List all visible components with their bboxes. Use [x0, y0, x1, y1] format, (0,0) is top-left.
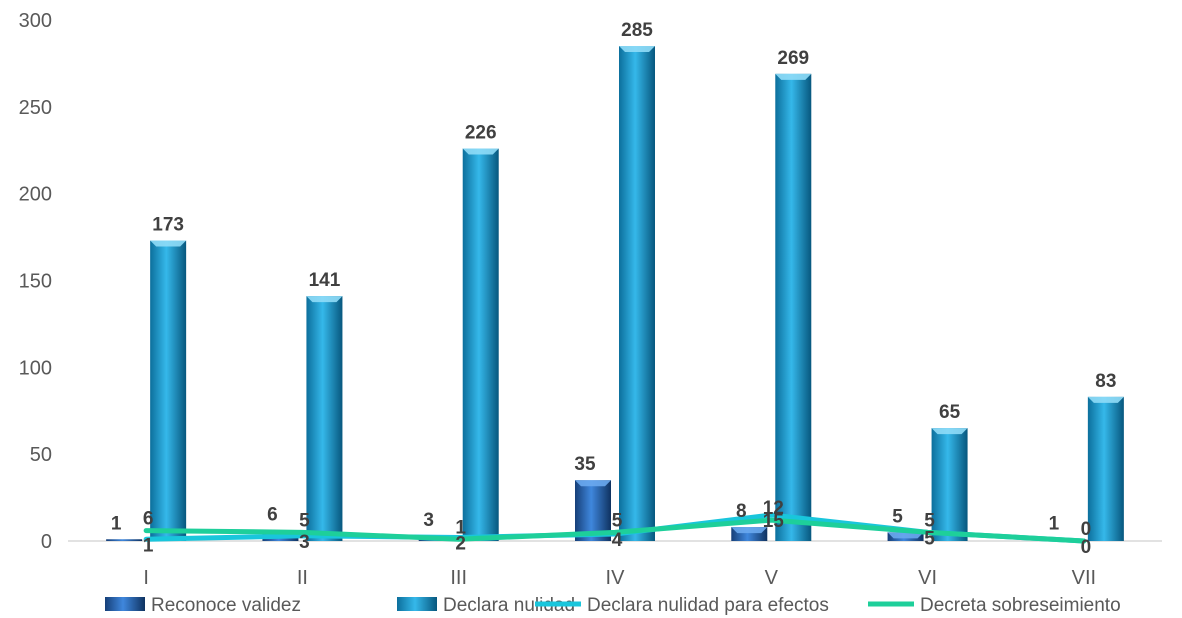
x-tick-label: VI [918, 567, 937, 589]
line-data-label: 5 [299, 510, 310, 531]
bars [106, 46, 1124, 542]
bar-data-label: 35 [574, 454, 596, 475]
bar-cap [1087, 396, 1124, 403]
line-data-label: 5 [924, 528, 935, 549]
line-data-label: 2 [455, 534, 466, 555]
y-tick-label: 250 [19, 97, 52, 119]
line-data-label: 0 [1081, 519, 1092, 540]
bar [106, 539, 143, 541]
y-tick-label: 300 [19, 10, 52, 32]
bar-cap [150, 240, 187, 247]
x-tick-label: II [297, 567, 308, 589]
legend-label: Reconoce validez [151, 595, 301, 616]
line-data-label: 4 [612, 530, 623, 551]
y-tick-label: 150 [19, 271, 52, 293]
x-tick-label: I [143, 567, 149, 589]
bar-data-label: 6 [267, 505, 278, 526]
bar-cap [619, 46, 655, 53]
y-tick-label: 50 [30, 444, 52, 466]
bar-cap [931, 428, 968, 435]
line-data-label: 12 [763, 498, 784, 519]
bar-cap [887, 532, 924, 539]
bar-data-label: 173 [152, 215, 184, 236]
bar [931, 428, 968, 541]
legend-label: Declara nulidad para efectos [587, 595, 829, 616]
bar-data-label: 269 [777, 48, 809, 69]
line-data-label: 5 [612, 510, 623, 531]
x-axis-ticks: I II III IV V VI VII [143, 567, 1096, 589]
bar-data-label: 226 [465, 123, 497, 144]
legend-swatch [105, 597, 145, 611]
line-data-label: 0 [1081, 537, 1092, 558]
legend-label: Decreta sobreseimiento [920, 595, 1121, 616]
bar-cap [306, 296, 343, 303]
bar [150, 240, 187, 541]
y-tick-label: 0 [41, 531, 52, 553]
bar [462, 148, 499, 541]
bar-data-label: 65 [939, 402, 961, 423]
bar [775, 73, 812, 541]
bar-data-label: 141 [309, 270, 341, 291]
line-data-label: 6 [143, 509, 154, 530]
bar-data-label: 5 [892, 506, 903, 527]
bar-cap [575, 480, 611, 487]
x-tick-label: III [450, 567, 467, 589]
bar-data-label: 3 [423, 510, 434, 531]
bar-data-label: 83 [1095, 371, 1116, 392]
bar [619, 46, 655, 542]
bar-data-label: 1 [1049, 513, 1060, 534]
bar-cap [775, 73, 812, 80]
y-tick-label: 200 [19, 184, 52, 206]
line-data-label: 5 [924, 510, 935, 531]
series-lines [143, 512, 1087, 544]
bar [306, 296, 343, 541]
bar-cap [731, 527, 768, 534]
bar-cap [462, 148, 499, 155]
series-line [143, 517, 1087, 544]
line-data-label: 1 [143, 535, 154, 556]
legend-swatch [397, 597, 437, 611]
x-tick-label: IV [606, 567, 626, 589]
y-axis-ticks: 0 50 100 150 200 250 300 [19, 10, 52, 553]
bar-data-label: 285 [621, 20, 653, 41]
x-tick-label: VII [1072, 567, 1096, 589]
line-data-label: 3 [299, 532, 310, 553]
legend-label: Declara nulidad [443, 595, 575, 616]
line-data-label: 1 [455, 517, 466, 538]
y-tick-label: 100 [19, 357, 52, 379]
legend: Reconoce validez Declara nulidad Declara n… [105, 595, 1121, 616]
line-data-label: 15 [763, 511, 785, 532]
bar [1087, 396, 1124, 541]
bar-data-label: 1 [111, 513, 122, 534]
bar-data-label: 8 [736, 501, 747, 522]
x-tick-label: V [765, 567, 779, 589]
